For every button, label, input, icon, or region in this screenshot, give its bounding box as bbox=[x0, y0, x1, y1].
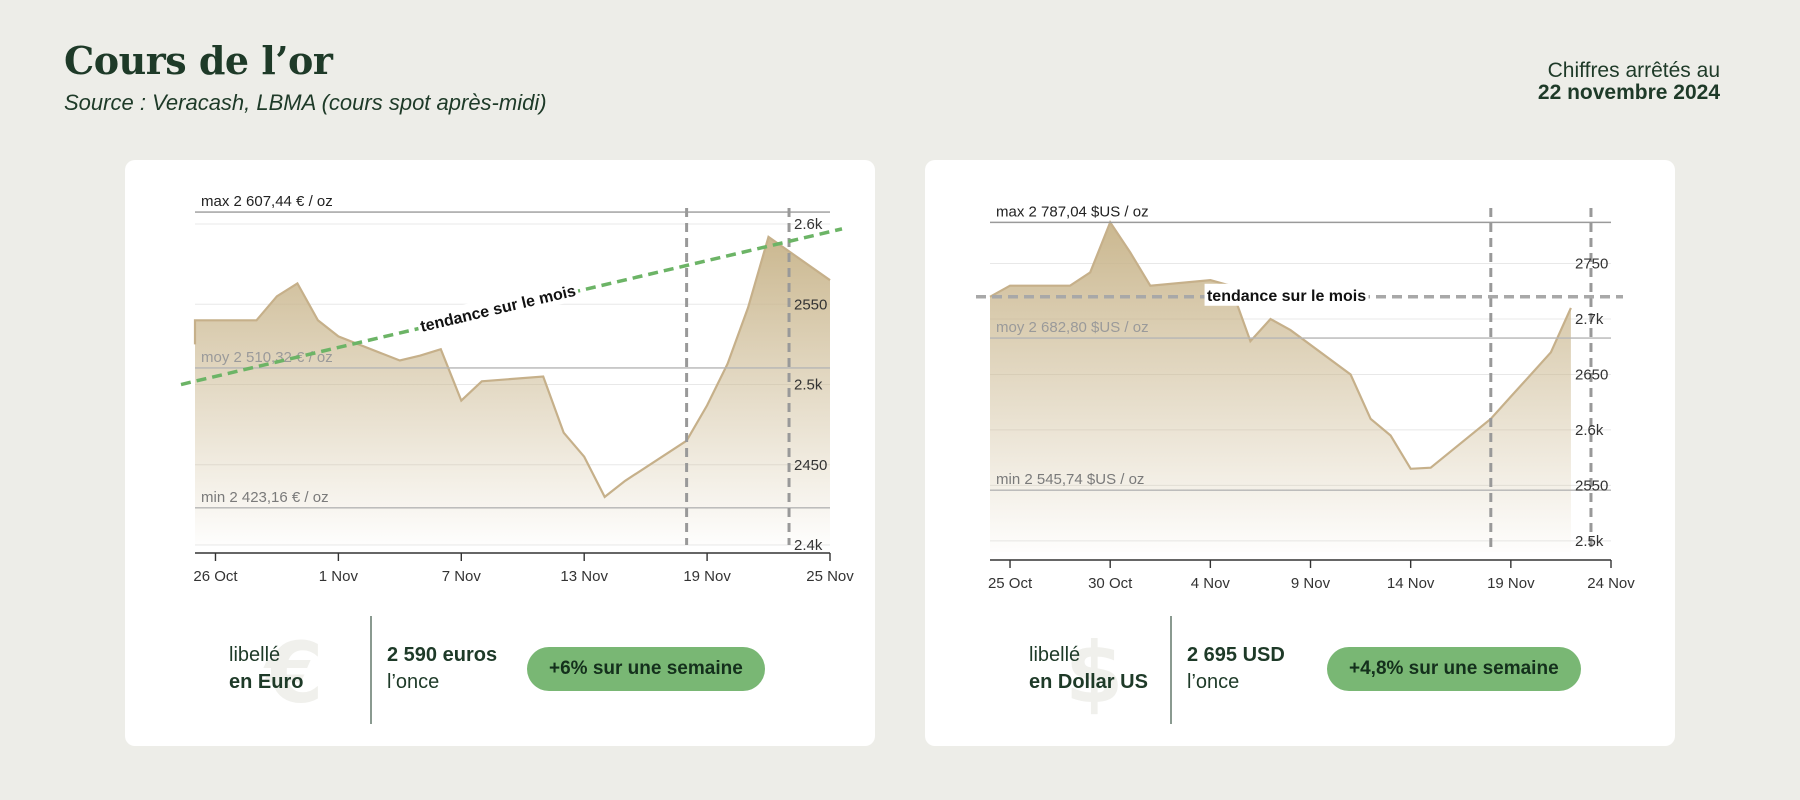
divider bbox=[370, 616, 372, 724]
divider bbox=[1170, 616, 1172, 724]
euro-icon: € bbox=[265, 624, 324, 722]
usd-currency-label: libellé en Dollar US bbox=[1029, 642, 1148, 696]
gold-eur-card: max 2 607,44 € / oz moy 2 510,32 € / oz mi… bbox=[125, 160, 875, 746]
moy-label: moy 2 682,80 $US / oz bbox=[996, 319, 1149, 336]
x-tick-label: 26 Oct bbox=[193, 568, 238, 585]
x-tick-label: 19 Nov bbox=[683, 568, 731, 585]
gold-usd-chart: max 2 787,04 $US / oz moy 2 682,80 $US / … bbox=[976, 203, 1635, 592]
x-tick-label: 1 Nov bbox=[319, 568, 359, 585]
page-subtitle: Source : Veracash, LBMA (cours spot aprè… bbox=[64, 90, 547, 115]
gold-eur-chart: max 2 607,44 € / oz moy 2 510,32 € / oz mi… bbox=[180, 193, 854, 585]
usd-price: 2 695 USD l’once bbox=[1187, 642, 1285, 696]
y-tick-label: 2750 bbox=[1575, 255, 1608, 272]
trend-label: tendance sur le mois bbox=[1207, 288, 1366, 305]
currency-name: en Dollar US bbox=[1029, 671, 1148, 693]
x-tick-label: 30 Oct bbox=[1088, 575, 1133, 592]
y-tick-label: 2.5k bbox=[1575, 533, 1604, 550]
y-tick-label: 2450 bbox=[794, 457, 827, 474]
price-line bbox=[989, 220, 1572, 470]
min-label: min 2 545,74 $US / oz bbox=[996, 471, 1144, 488]
libelle-text: libellé bbox=[229, 644, 281, 666]
eur-summary: € libellé en Euro 2 590 euros l’once +6%… bbox=[125, 612, 875, 724]
y-tick-label: 2650 bbox=[1575, 366, 1608, 383]
eur-currency-label: libellé en Euro bbox=[229, 642, 303, 696]
y-tick-label: 2550 bbox=[794, 296, 827, 313]
y-tick-label: 2550 bbox=[1575, 477, 1608, 494]
libelle-text: libellé bbox=[1029, 644, 1081, 666]
x-tick-label: 9 Nov bbox=[1291, 575, 1331, 592]
as-of-date: Chiffres arrêtés au 22 novembre 2024 bbox=[1538, 60, 1720, 104]
price-area bbox=[195, 236, 830, 545]
weekly-change-badge: +4,8% sur une semaine bbox=[1327, 647, 1581, 691]
min-label: min 2 423,16 € / oz bbox=[201, 489, 329, 506]
trend-label-bg bbox=[1204, 283, 1369, 306]
as-of-label: Chiffres arrêtés au bbox=[1547, 59, 1720, 82]
x-tick-label: 25 Oct bbox=[988, 575, 1033, 592]
y-tick-label: 2.4k bbox=[794, 537, 823, 554]
x-tick-label: 14 Nov bbox=[1387, 575, 1435, 592]
y-tick-label: 2.6k bbox=[794, 216, 823, 233]
eur-price: 2 590 euros l’once bbox=[387, 642, 497, 696]
as-of-value: 22 novembre 2024 bbox=[1537, 81, 1720, 104]
x-tick-label: 13 Nov bbox=[560, 568, 608, 585]
price-area bbox=[990, 222, 1571, 552]
y-tick-label: 2.5k bbox=[794, 377, 823, 394]
weekly-change-badge: +6% sur une semaine bbox=[527, 647, 765, 691]
price-line bbox=[193, 235, 831, 499]
max-label: max 2 607,44 € / oz bbox=[201, 193, 333, 210]
dollar-icon: $ bbox=[1065, 624, 1124, 722]
usd-summary: $ libellé en Dollar US 2 695 USD l’once … bbox=[925, 612, 1675, 724]
trend-label-bg bbox=[415, 278, 581, 338]
max-label: max 2 787,04 $US / oz bbox=[996, 203, 1149, 220]
x-tick-label: 7 Nov bbox=[442, 568, 482, 585]
y-tick-label: 2.6k bbox=[1575, 422, 1604, 439]
price-value: 2 590 euros bbox=[387, 644, 498, 666]
currency-name: en Euro bbox=[229, 671, 304, 693]
price-unit: l’once bbox=[1187, 671, 1240, 693]
y-tick-label: 2.7k bbox=[1575, 311, 1604, 328]
gold-usd-card: max 2 787,04 $US / oz moy 2 682,80 $US / … bbox=[925, 160, 1675, 746]
x-tick-label: 19 Nov bbox=[1487, 575, 1535, 592]
price-value: 2 695 USD bbox=[1187, 644, 1285, 666]
price-unit: l’once bbox=[387, 671, 440, 693]
page-title: Cours de l’or bbox=[64, 38, 333, 83]
moy-label: moy 2 510,32 € / oz bbox=[201, 349, 333, 366]
trend-label: tendance sur le mois bbox=[419, 283, 578, 336]
x-tick-label: 25 Nov bbox=[806, 568, 854, 585]
x-tick-label: 4 Nov bbox=[1191, 575, 1231, 592]
x-tick-label: 24 Nov bbox=[1587, 575, 1635, 592]
